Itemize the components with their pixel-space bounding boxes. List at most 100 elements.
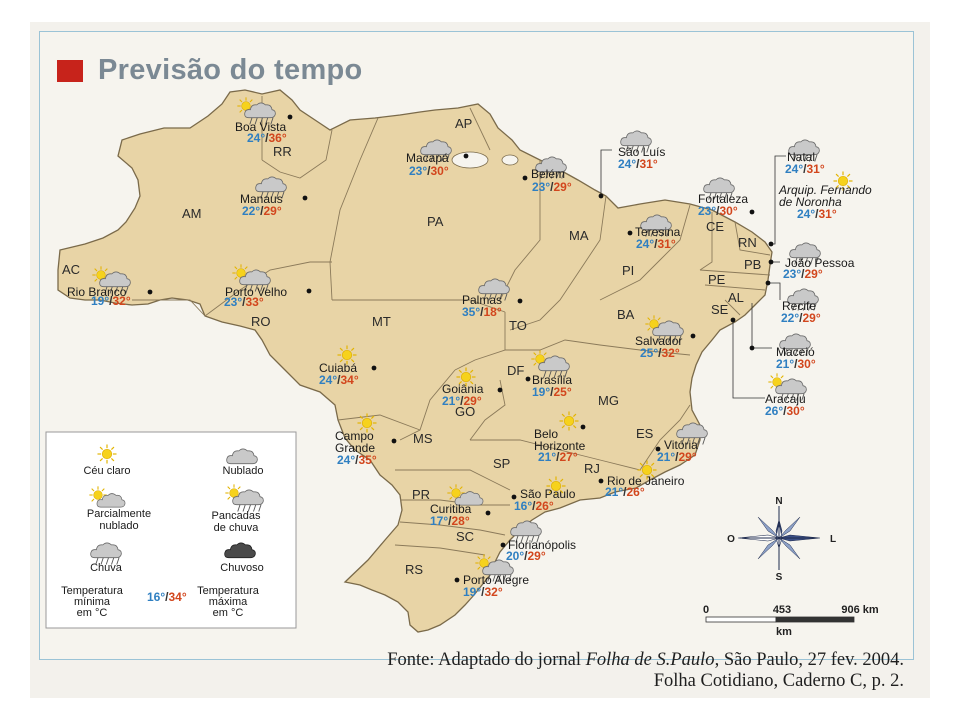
state-label-sp: SP [493,456,510,471]
max-temp: 29° [554,180,572,194]
legend-temp-max-label: máxima [209,596,248,608]
city-temperature: 22°/29° [781,311,821,325]
max-temp: 31° [658,237,676,251]
city-marker [454,577,460,583]
city-name: Brasília [532,373,572,387]
max-temp: 30° [431,164,449,178]
state-label-pa: PA [427,214,444,229]
min-temp: 26° [765,404,783,418]
min-temp: 23° [532,180,550,194]
city-marker [580,424,586,430]
city-marker [690,333,696,339]
city-name: Salvador [635,334,682,348]
max-temp: 28° [452,514,470,528]
min-temp: 21° [442,394,460,408]
state-label-ms: MS [413,431,433,446]
max-temp: 29° [679,450,697,464]
legend-cloudy-label: Nublado [223,465,264,477]
city-marker [749,345,755,351]
legend-temp-max-label: em °C [213,607,244,619]
max-temp: 29° [528,549,546,563]
city-name: Porto Alegre [463,573,529,587]
max-temp: 32° [485,585,503,599]
min-temp: 24° [247,131,265,145]
city-temperature: 16°/26° [514,499,554,513]
max-temp: 29° [805,267,823,281]
max-temp: 26° [536,499,554,513]
city-temperature: 19°/32° [463,585,503,599]
city-marker [517,298,523,304]
city-temperature: 21°/27° [538,450,578,464]
scale-bar [705,616,855,623]
city-temperature: 24°/35° [337,453,377,467]
city-temperature: 24°/34° [319,373,359,387]
state-label-ac: AC [62,262,80,277]
state-label-to: TO [509,318,527,333]
max-temp: 27° [560,450,578,464]
min-temp: 20° [506,549,524,563]
state-label-ap: AP [455,116,472,131]
max-temp: 31° [807,162,825,176]
city-temperature: 19°/25° [532,385,572,399]
legend-showers-label: Pancadas [212,510,261,522]
state-label-pb: PB [744,257,761,272]
city-name: Manaus [240,192,283,206]
city-name: Boa Vista [235,120,286,134]
min-temp: 24° [785,162,803,176]
max-temp: 25° [554,385,572,399]
city-name: Florianópolis [508,538,576,552]
legend-temp-max-label: Temperatura [197,585,260,597]
city-temperature: 26°/30° [765,404,805,418]
city-temperature: 21°/29° [657,450,697,464]
rivers [451,151,519,169]
city-temperature: 24°/31° [797,207,837,221]
max-temp: 33° [246,295,264,309]
city-name: Cuiabá [319,361,357,375]
city-marker [598,478,604,484]
max-temp: 30° [720,204,738,218]
state-label-mt: MT [372,314,391,329]
city-temperature: 23°/30° [698,204,738,218]
min-temp: 19° [91,294,109,308]
state-label-rr: RR [273,144,292,159]
source-line-2: Folha Cotidiano, Caderno C, p. 2. [653,671,904,691]
city-temperature: 21°/30° [776,357,816,371]
state-label-rn: RN [738,235,757,250]
city-temperature: 20°/29° [506,549,546,563]
legend-temp-min-label: mínima [74,596,111,608]
city-name: Maceió [776,345,815,359]
max-temp: 30° [798,357,816,371]
min-temp: 19° [532,385,550,399]
city-name: Arquip. Fernando [778,183,872,197]
state-label-am: AM [182,206,202,221]
state-label-rs: RS [405,562,423,577]
city-marker [391,438,397,444]
min-temp: 23° [409,164,427,178]
city-name: João Pessoa [785,256,855,270]
city-name: São Luís [618,145,665,159]
page-title: Previsão do tempo [98,54,363,86]
min-temp: 23° [783,267,801,281]
city-name: Curitiba [430,502,472,516]
state-label-ce: CE [706,219,724,234]
max-temp: 35° [359,453,377,467]
max-temp: 31° [640,157,658,171]
max-temp: 32° [662,346,680,360]
state-label-es: ES [636,426,654,441]
city-marker [765,280,771,286]
city-temperature: 23°/29° [532,180,572,194]
source-citation: Fonte: Adaptado do jornal Folha de S.Pau… [204,650,904,692]
state-label-sc: SC [456,529,474,544]
scale-tick-2: 906 km [841,604,879,616]
sun-icon [558,410,580,432]
